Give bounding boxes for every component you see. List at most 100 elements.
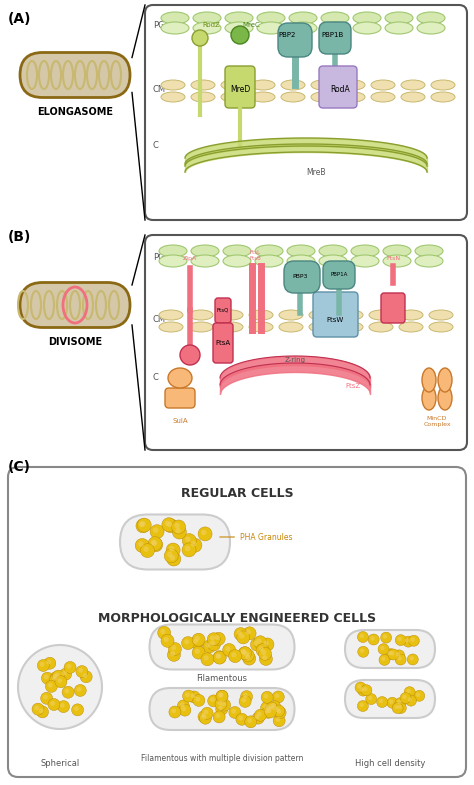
Text: C: C (153, 374, 159, 382)
Ellipse shape (207, 633, 220, 646)
Ellipse shape (44, 657, 56, 670)
Ellipse shape (252, 712, 264, 724)
FancyBboxPatch shape (8, 467, 466, 777)
Ellipse shape (221, 80, 245, 90)
FancyBboxPatch shape (319, 66, 357, 108)
Text: FtsW: FtsW (327, 317, 344, 323)
Ellipse shape (402, 695, 407, 699)
FancyBboxPatch shape (278, 23, 312, 57)
Ellipse shape (191, 541, 196, 546)
Ellipse shape (279, 310, 303, 320)
Ellipse shape (223, 255, 251, 267)
Ellipse shape (185, 536, 191, 542)
Text: SulA: SulA (172, 418, 188, 424)
Ellipse shape (404, 687, 415, 698)
Text: FtsZ: FtsZ (345, 383, 360, 389)
Ellipse shape (60, 703, 64, 708)
Ellipse shape (339, 322, 363, 332)
Ellipse shape (159, 310, 183, 320)
Ellipse shape (422, 386, 436, 410)
Ellipse shape (266, 702, 278, 714)
Ellipse shape (405, 696, 417, 706)
Ellipse shape (262, 655, 267, 660)
Ellipse shape (275, 707, 280, 712)
Ellipse shape (158, 626, 171, 639)
Ellipse shape (383, 245, 411, 257)
Ellipse shape (268, 704, 273, 709)
Ellipse shape (208, 638, 220, 651)
FancyBboxPatch shape (20, 53, 130, 97)
Ellipse shape (231, 652, 237, 657)
Ellipse shape (385, 648, 396, 659)
Ellipse shape (246, 630, 251, 634)
Ellipse shape (385, 22, 413, 34)
Ellipse shape (74, 706, 79, 711)
Ellipse shape (241, 649, 246, 655)
Text: PG: PG (153, 20, 164, 30)
Ellipse shape (148, 537, 162, 550)
Ellipse shape (242, 698, 246, 703)
Ellipse shape (360, 688, 364, 692)
Ellipse shape (321, 22, 349, 34)
Ellipse shape (182, 543, 196, 557)
Ellipse shape (72, 704, 83, 716)
Ellipse shape (390, 652, 394, 655)
Ellipse shape (195, 648, 200, 654)
Ellipse shape (219, 322, 243, 332)
Ellipse shape (255, 714, 259, 719)
Ellipse shape (398, 637, 402, 641)
Text: (A): (A) (8, 12, 31, 26)
Ellipse shape (238, 647, 252, 659)
Text: MreD: MreD (230, 86, 250, 94)
Ellipse shape (394, 705, 399, 709)
Text: Filamentous with multiple division pattern: Filamentous with multiple division patte… (141, 754, 303, 763)
Ellipse shape (243, 652, 255, 665)
Text: Z-ring: Z-ring (284, 357, 306, 363)
Ellipse shape (263, 704, 268, 709)
Ellipse shape (410, 656, 414, 660)
Ellipse shape (76, 666, 88, 677)
Ellipse shape (395, 698, 406, 709)
Text: CM: CM (153, 316, 166, 324)
Ellipse shape (259, 652, 273, 666)
Ellipse shape (355, 682, 366, 693)
Text: High cell density: High cell density (355, 759, 425, 768)
Ellipse shape (234, 627, 247, 641)
Ellipse shape (140, 521, 146, 527)
Ellipse shape (365, 694, 377, 705)
Ellipse shape (210, 697, 215, 702)
Ellipse shape (289, 22, 317, 34)
Ellipse shape (219, 692, 223, 697)
Ellipse shape (177, 700, 189, 712)
Ellipse shape (193, 695, 205, 706)
Ellipse shape (167, 521, 172, 528)
Text: Spherical: Spherical (40, 759, 80, 768)
Ellipse shape (410, 637, 415, 642)
Ellipse shape (164, 637, 169, 642)
Ellipse shape (50, 674, 62, 685)
Ellipse shape (182, 690, 194, 702)
FancyBboxPatch shape (323, 261, 355, 289)
Ellipse shape (309, 310, 333, 320)
Ellipse shape (200, 712, 211, 725)
FancyBboxPatch shape (165, 388, 195, 408)
Ellipse shape (195, 697, 200, 702)
Ellipse shape (264, 709, 269, 714)
Ellipse shape (50, 701, 55, 706)
Ellipse shape (53, 674, 57, 679)
Ellipse shape (182, 534, 196, 548)
Ellipse shape (191, 255, 219, 267)
Ellipse shape (311, 92, 335, 102)
Ellipse shape (32, 703, 44, 715)
Ellipse shape (193, 22, 221, 34)
Ellipse shape (57, 678, 62, 683)
Ellipse shape (219, 310, 243, 320)
Ellipse shape (400, 692, 411, 703)
Ellipse shape (429, 310, 453, 320)
Ellipse shape (221, 702, 226, 706)
Ellipse shape (161, 12, 189, 24)
Ellipse shape (357, 685, 369, 696)
Ellipse shape (135, 539, 149, 553)
Ellipse shape (216, 654, 221, 659)
Text: PBP2: PBP2 (278, 32, 296, 38)
